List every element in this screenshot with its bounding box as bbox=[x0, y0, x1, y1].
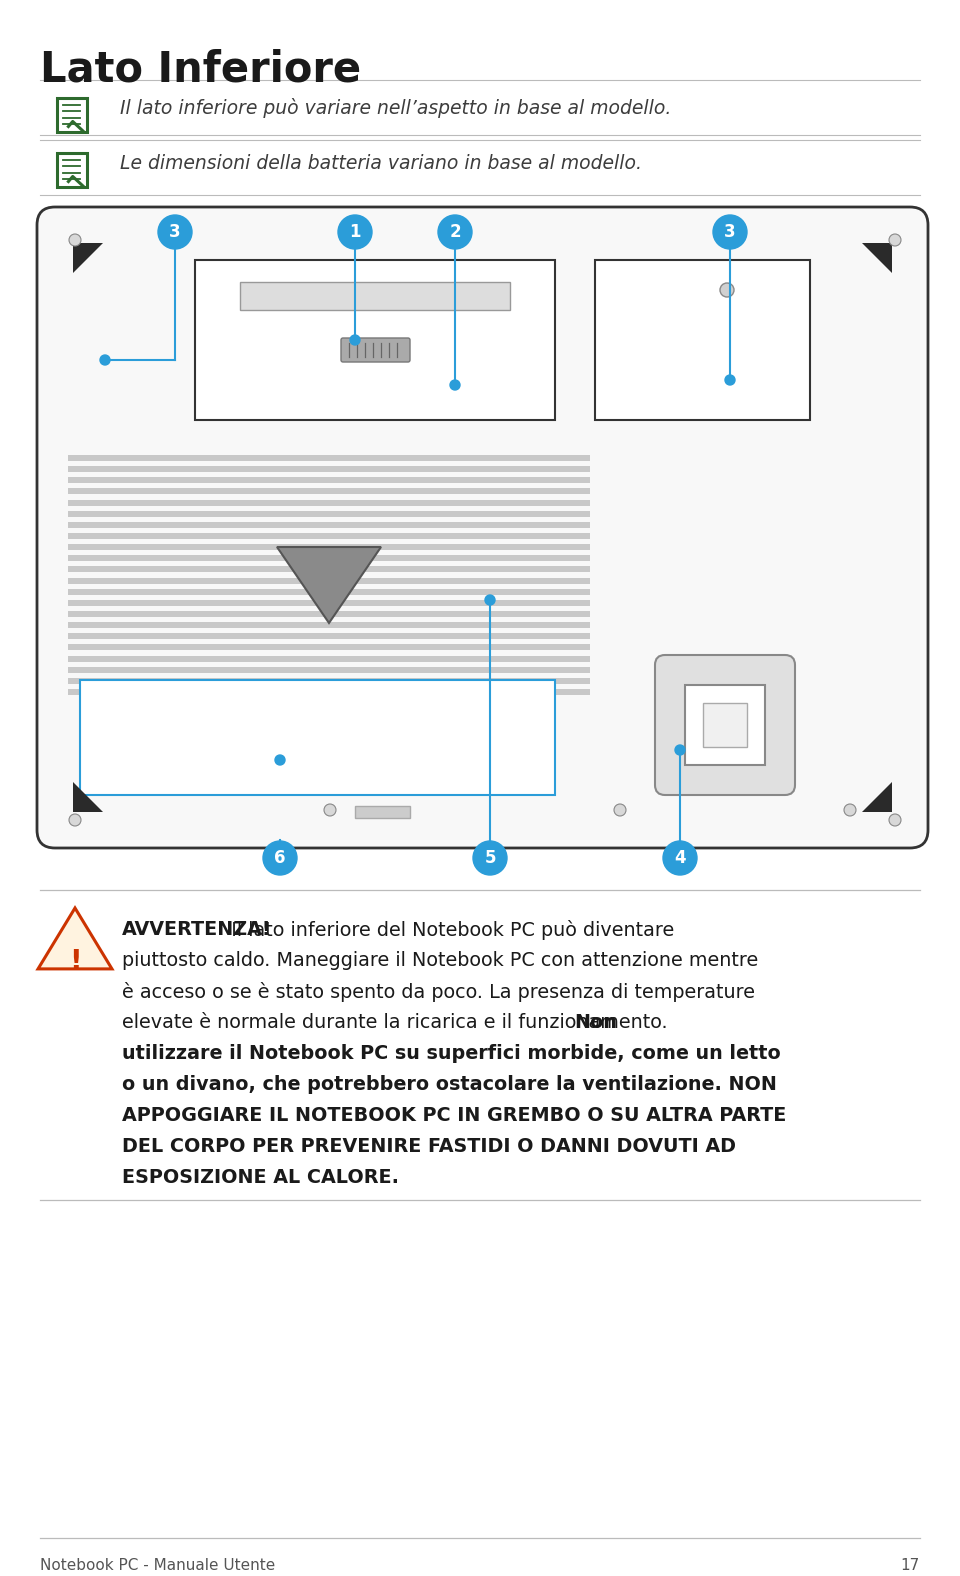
Text: Lato Inferiore: Lato Inferiore bbox=[40, 47, 361, 90]
Bar bbox=[68, 623, 590, 629]
Text: 5: 5 bbox=[484, 849, 495, 867]
Polygon shape bbox=[862, 243, 892, 273]
Bar bbox=[68, 645, 590, 651]
Text: 4: 4 bbox=[674, 849, 685, 867]
FancyBboxPatch shape bbox=[655, 656, 795, 794]
FancyBboxPatch shape bbox=[685, 686, 765, 764]
Circle shape bbox=[473, 842, 507, 875]
Circle shape bbox=[844, 804, 856, 816]
Text: 3: 3 bbox=[169, 222, 180, 241]
FancyBboxPatch shape bbox=[195, 260, 555, 419]
FancyBboxPatch shape bbox=[57, 98, 87, 132]
Circle shape bbox=[713, 214, 747, 249]
Text: Le dimensioni della batteria variano in base al modello.: Le dimensioni della batteria variano in … bbox=[120, 153, 642, 172]
Circle shape bbox=[485, 596, 495, 605]
FancyBboxPatch shape bbox=[57, 153, 87, 188]
Circle shape bbox=[725, 375, 735, 385]
Circle shape bbox=[663, 842, 697, 875]
Circle shape bbox=[100, 355, 110, 366]
Bar bbox=[68, 689, 590, 695]
Bar bbox=[68, 577, 590, 583]
Bar bbox=[68, 589, 590, 594]
Circle shape bbox=[614, 804, 626, 816]
Text: 2: 2 bbox=[449, 222, 461, 241]
Polygon shape bbox=[73, 243, 103, 273]
Bar bbox=[68, 611, 590, 616]
Bar bbox=[68, 555, 590, 561]
Bar bbox=[68, 634, 590, 640]
FancyBboxPatch shape bbox=[595, 260, 810, 419]
Bar bbox=[68, 522, 590, 528]
Text: AVVERTENZA!: AVVERTENZA! bbox=[122, 920, 272, 939]
Circle shape bbox=[263, 842, 297, 875]
Text: elevate è normale durante la ricarica e il funzionamento.: elevate è normale durante la ricarica e … bbox=[122, 1013, 674, 1032]
Circle shape bbox=[438, 214, 472, 249]
Bar bbox=[68, 678, 590, 684]
FancyBboxPatch shape bbox=[37, 206, 928, 848]
Bar bbox=[68, 489, 590, 495]
Polygon shape bbox=[862, 782, 892, 812]
Text: Il lato inferiore può variare nell’aspetto in base al modello.: Il lato inferiore può variare nell’aspet… bbox=[120, 98, 671, 118]
Circle shape bbox=[450, 380, 460, 389]
Circle shape bbox=[275, 755, 285, 764]
Bar bbox=[68, 478, 590, 484]
FancyBboxPatch shape bbox=[80, 679, 555, 794]
Text: !: ! bbox=[69, 949, 82, 976]
Circle shape bbox=[889, 233, 901, 246]
Text: Il lato inferiore del Notebook PC può diventare: Il lato inferiore del Notebook PC può di… bbox=[219, 920, 674, 939]
Circle shape bbox=[158, 214, 192, 249]
Text: ESPOSIZIONE AL CALORE.: ESPOSIZIONE AL CALORE. bbox=[122, 1168, 399, 1187]
Text: utilizzare il Notebook PC su superfici morbide, come un letto: utilizzare il Notebook PC su superfici m… bbox=[122, 1043, 780, 1062]
Text: 17: 17 bbox=[900, 1559, 920, 1573]
Circle shape bbox=[720, 284, 734, 296]
Bar bbox=[68, 600, 590, 605]
Text: 6: 6 bbox=[275, 849, 286, 867]
Bar bbox=[68, 656, 590, 662]
Text: 1: 1 bbox=[349, 222, 361, 241]
Circle shape bbox=[324, 804, 336, 816]
Circle shape bbox=[69, 813, 81, 826]
Text: 3: 3 bbox=[724, 222, 735, 241]
Polygon shape bbox=[73, 782, 103, 812]
Polygon shape bbox=[38, 908, 112, 969]
Circle shape bbox=[889, 813, 901, 826]
Bar bbox=[68, 500, 590, 506]
Circle shape bbox=[675, 745, 685, 755]
Circle shape bbox=[350, 336, 360, 345]
Polygon shape bbox=[277, 547, 381, 623]
Circle shape bbox=[338, 214, 372, 249]
Bar bbox=[68, 511, 590, 517]
Text: APPOGGIARE IL NOTEBOOK PC IN GREMBO O SU ALTRA PARTE: APPOGGIARE IL NOTEBOOK PC IN GREMBO O SU… bbox=[122, 1106, 786, 1125]
Text: Notebook PC - Manuale Utente: Notebook PC - Manuale Utente bbox=[40, 1559, 276, 1573]
Bar bbox=[68, 566, 590, 572]
Bar bbox=[68, 455, 590, 462]
Bar bbox=[68, 667, 590, 673]
Text: piuttosto caldo. Maneggiare il Notebook PC con attenzione mentre: piuttosto caldo. Maneggiare il Notebook … bbox=[122, 950, 758, 969]
Text: è acceso o se è stato spento da poco. La presenza di temperature: è acceso o se è stato spento da poco. La… bbox=[122, 982, 755, 1002]
Text: Non: Non bbox=[574, 1013, 617, 1032]
Text: DEL CORPO PER PREVENIRE FASTIDI O DANNI DOVUTI AD: DEL CORPO PER PREVENIRE FASTIDI O DANNI … bbox=[122, 1136, 736, 1157]
FancyBboxPatch shape bbox=[240, 282, 510, 310]
Circle shape bbox=[69, 233, 81, 246]
FancyBboxPatch shape bbox=[341, 337, 410, 362]
Bar bbox=[68, 544, 590, 550]
FancyBboxPatch shape bbox=[355, 805, 410, 818]
Bar bbox=[68, 533, 590, 539]
Bar bbox=[68, 466, 590, 473]
FancyBboxPatch shape bbox=[703, 703, 747, 747]
Text: o un divano, che potrebbero ostacolare la ventilazione. NON: o un divano, che potrebbero ostacolare l… bbox=[122, 1075, 777, 1094]
